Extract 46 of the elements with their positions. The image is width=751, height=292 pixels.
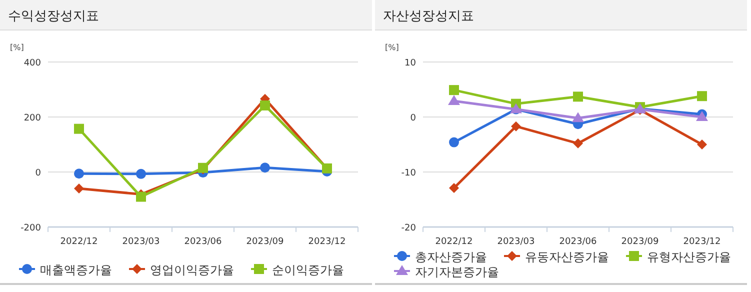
y-tick-label: 10 <box>404 58 416 68</box>
chart-title: 수익성장성지표 <box>8 9 99 24</box>
point <box>136 168 146 179</box>
y-axis-title: [%] <box>10 43 24 52</box>
legend-label: 자기자본증가율 <box>415 265 499 279</box>
x-tick-label: 2022/12 <box>60 237 98 247</box>
point <box>260 100 270 110</box>
y-tick-label: -10 <box>401 168 416 178</box>
y-tick-label: 0 <box>410 114 416 124</box>
x-tick-label: 2023/09 <box>246 237 284 247</box>
y-tick-label: 0 <box>35 168 42 178</box>
chart-title: 자산성장성지표 <box>383 9 474 24</box>
y-tick-label: 200 <box>24 114 42 124</box>
y-tick-label: -200 <box>20 224 42 234</box>
point <box>573 138 583 148</box>
legend-label: 총자산증가율 <box>415 250 487 264</box>
point <box>449 137 459 148</box>
point <box>697 140 707 150</box>
point <box>511 121 521 132</box>
point <box>74 168 84 179</box>
point <box>74 184 84 194</box>
legend-label: 영업이익증가율 <box>150 263 234 277</box>
legend-label: 유동자산증가율 <box>525 250 609 264</box>
legend-label: 매출액증가율 <box>40 263 112 277</box>
x-tick-label: 2023/03 <box>497 237 535 247</box>
point <box>449 182 459 193</box>
x-tick-label: 2023/12 <box>308 237 346 247</box>
legend-label: 순이익증가율 <box>272 263 344 277</box>
x-tick-label: 2023/03 <box>122 237 160 247</box>
y-axis-title: [%] <box>385 43 399 52</box>
point <box>74 124 84 134</box>
point <box>260 162 270 173</box>
x-tick-label: 2023/06 <box>184 237 222 247</box>
point <box>448 95 460 106</box>
legend-label: 유형자산증가율 <box>647 250 731 264</box>
y-tick-label: -20 <box>401 224 416 234</box>
point <box>573 92 583 102</box>
x-tick-label: 2023/12 <box>683 237 721 247</box>
x-tick-label: 2023/09 <box>621 237 659 247</box>
point <box>572 112 584 122</box>
y-tick-label: 400 <box>24 58 42 68</box>
point <box>449 85 459 96</box>
point <box>697 91 707 102</box>
x-tick-label: 2023/06 <box>559 237 597 247</box>
point <box>136 192 146 202</box>
x-tick-label: 2022/12 <box>435 237 473 247</box>
